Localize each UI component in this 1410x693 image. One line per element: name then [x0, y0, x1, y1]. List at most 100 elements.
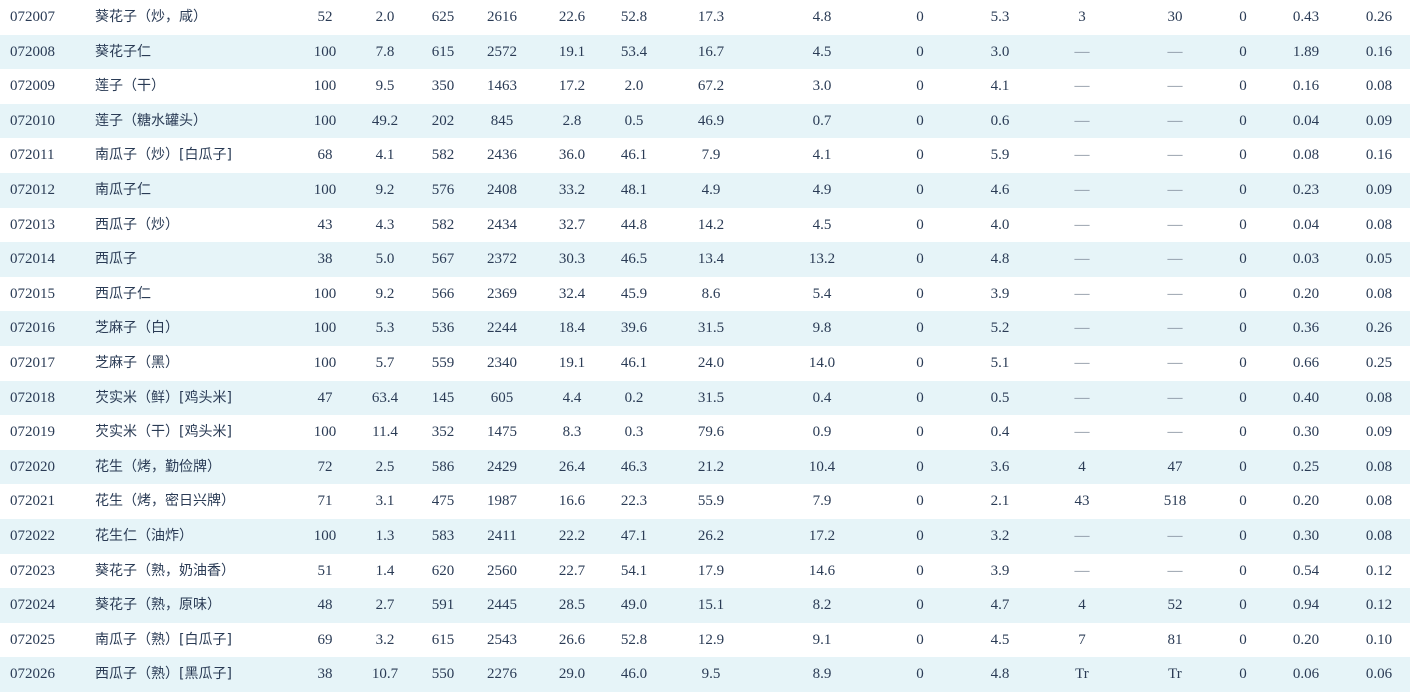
- value-cell: 605: [490, 389, 514, 406]
- value-cell: 11.4: [372, 424, 398, 441]
- value-cell: —: [1074, 216, 1090, 233]
- food-code: 072015: [10, 285, 55, 302]
- value-cell: —: [1074, 424, 1090, 441]
- value-cell: —: [1074, 112, 1090, 129]
- value-cell: 145: [431, 389, 455, 406]
- value-cell: 0.4: [812, 389, 832, 406]
- value-cell: 69: [317, 631, 333, 648]
- value-cell: 31.5: [697, 320, 725, 337]
- value-cell: 2.8: [562, 112, 582, 129]
- value-cell: 17.3: [697, 9, 725, 25]
- food-name: 花生（烤，密日兴牌）: [95, 493, 235, 510]
- food-code: 072011: [10, 147, 55, 164]
- value-cell: 2616: [487, 9, 517, 25]
- value-cell: 582: [431, 147, 455, 164]
- value-cell: 2429: [487, 458, 517, 475]
- food-name: 南瓜子（熟）[白瓜子]: [95, 631, 232, 648]
- value-cell: 0: [916, 320, 924, 337]
- value-cell: 0: [916, 285, 924, 302]
- value-cell: 4.3: [375, 216, 395, 233]
- value-cell: 0.5: [990, 389, 1010, 406]
- value-cell: 51: [317, 562, 333, 579]
- value-cell: 0.9: [812, 424, 832, 441]
- value-cell: 55.9: [697, 493, 725, 510]
- value-cell: 350: [431, 78, 455, 95]
- value-cell: 38: [317, 251, 333, 268]
- value-cell: 0.26: [1365, 9, 1393, 25]
- value-cell: 0.5: [624, 112, 644, 129]
- value-cell: 4.9: [812, 181, 832, 198]
- food-code: 072021: [10, 493, 55, 510]
- value-cell: 0.06: [1292, 666, 1320, 683]
- value-cell: 536: [431, 320, 455, 337]
- value-cell: 0.94: [1292, 597, 1320, 614]
- food-name: 西瓜子仁: [95, 285, 151, 302]
- value-cell: 0.08: [1292, 147, 1320, 164]
- value-cell: 2369: [487, 285, 517, 302]
- value-cell: 26.2: [697, 527, 725, 544]
- value-cell: 0: [916, 43, 924, 60]
- value-cell: 0: [916, 389, 924, 406]
- value-cell: 582: [431, 216, 455, 233]
- table-row: 072014 西瓜子 38 5.0 567 2372 30.3 46.5 13.4 13.2 0 4.…: [0, 242, 1410, 277]
- value-cell: 3.0: [812, 78, 832, 95]
- value-cell: 0: [1239, 181, 1247, 198]
- value-cell: 14.0: [808, 354, 836, 371]
- value-cell: —: [1167, 285, 1183, 302]
- value-cell: 0: [916, 354, 924, 371]
- value-cell: 32.4: [558, 285, 586, 302]
- table-row: 072016 芝麻子（白） 100 5.3 536 2244 18.4 39.6 31.5 9.8…: [0, 311, 1410, 346]
- value-cell: 9.8: [812, 320, 832, 337]
- value-cell: 100: [313, 527, 337, 544]
- value-cell: 0: [916, 78, 924, 95]
- value-cell: —: [1074, 354, 1090, 371]
- table-row: 072025 南瓜子（熟）[白瓜子] 69 3.2 615 2543 26.6 52.8 12.…: [0, 623, 1410, 658]
- value-cell: 18.4: [558, 320, 586, 337]
- value-cell: 0: [916, 181, 924, 198]
- value-cell: 202: [431, 112, 455, 129]
- value-cell: —: [1074, 147, 1090, 164]
- value-cell: 3.2: [990, 527, 1010, 544]
- food-code: 072010: [10, 112, 55, 129]
- food-code: 072013: [10, 216, 55, 233]
- value-cell: 0: [1239, 147, 1247, 164]
- value-cell: 72: [317, 458, 333, 475]
- food-name: 芡实米（干）[鸡头米]: [95, 424, 232, 441]
- value-cell: 13.2: [808, 251, 836, 268]
- value-cell: 559: [431, 354, 455, 371]
- value-cell: 2543: [487, 631, 517, 648]
- value-cell: 0.08: [1365, 285, 1393, 302]
- value-cell: —: [1167, 320, 1183, 337]
- table-row: 072019 芡实米（干）[鸡头米] 100 11.4 352 1475 8.3 0.3 79.…: [0, 415, 1410, 450]
- value-cell: 0: [1239, 354, 1247, 371]
- food-name: 葵花子（熟，奶油香）: [95, 562, 235, 579]
- value-cell: 0: [916, 527, 924, 544]
- value-cell: 0: [916, 424, 924, 441]
- value-cell: 4.1: [990, 78, 1010, 95]
- value-cell: 0: [1239, 458, 1247, 475]
- value-cell: —: [1074, 43, 1090, 60]
- value-cell: 0: [1239, 216, 1247, 233]
- value-cell: 22.7: [558, 562, 586, 579]
- food-code: 072020: [10, 458, 55, 475]
- value-cell: 5.0: [375, 251, 395, 268]
- value-cell: 4.8: [990, 666, 1010, 683]
- food-code: 072017: [10, 354, 55, 371]
- food-name: 莲子（糖水罐头）: [95, 112, 207, 129]
- value-cell: 100: [313, 181, 337, 198]
- value-cell: 8.6: [701, 285, 721, 302]
- value-cell: 0: [916, 493, 924, 510]
- value-cell: 615: [431, 631, 455, 648]
- value-cell: 22.2: [558, 527, 586, 544]
- value-cell: Tr: [1168, 666, 1182, 683]
- value-cell: —: [1074, 285, 1090, 302]
- value-cell: 0: [916, 112, 924, 129]
- value-cell: 0: [1239, 320, 1247, 337]
- value-cell: 52.8: [620, 9, 648, 25]
- food-code: 072022: [10, 527, 55, 544]
- value-cell: 7.8: [375, 43, 395, 60]
- value-cell: 0.25: [1365, 354, 1393, 371]
- value-cell: 0: [1239, 631, 1247, 648]
- value-cell: 63.4: [371, 389, 399, 406]
- value-cell: 39.6: [620, 320, 648, 337]
